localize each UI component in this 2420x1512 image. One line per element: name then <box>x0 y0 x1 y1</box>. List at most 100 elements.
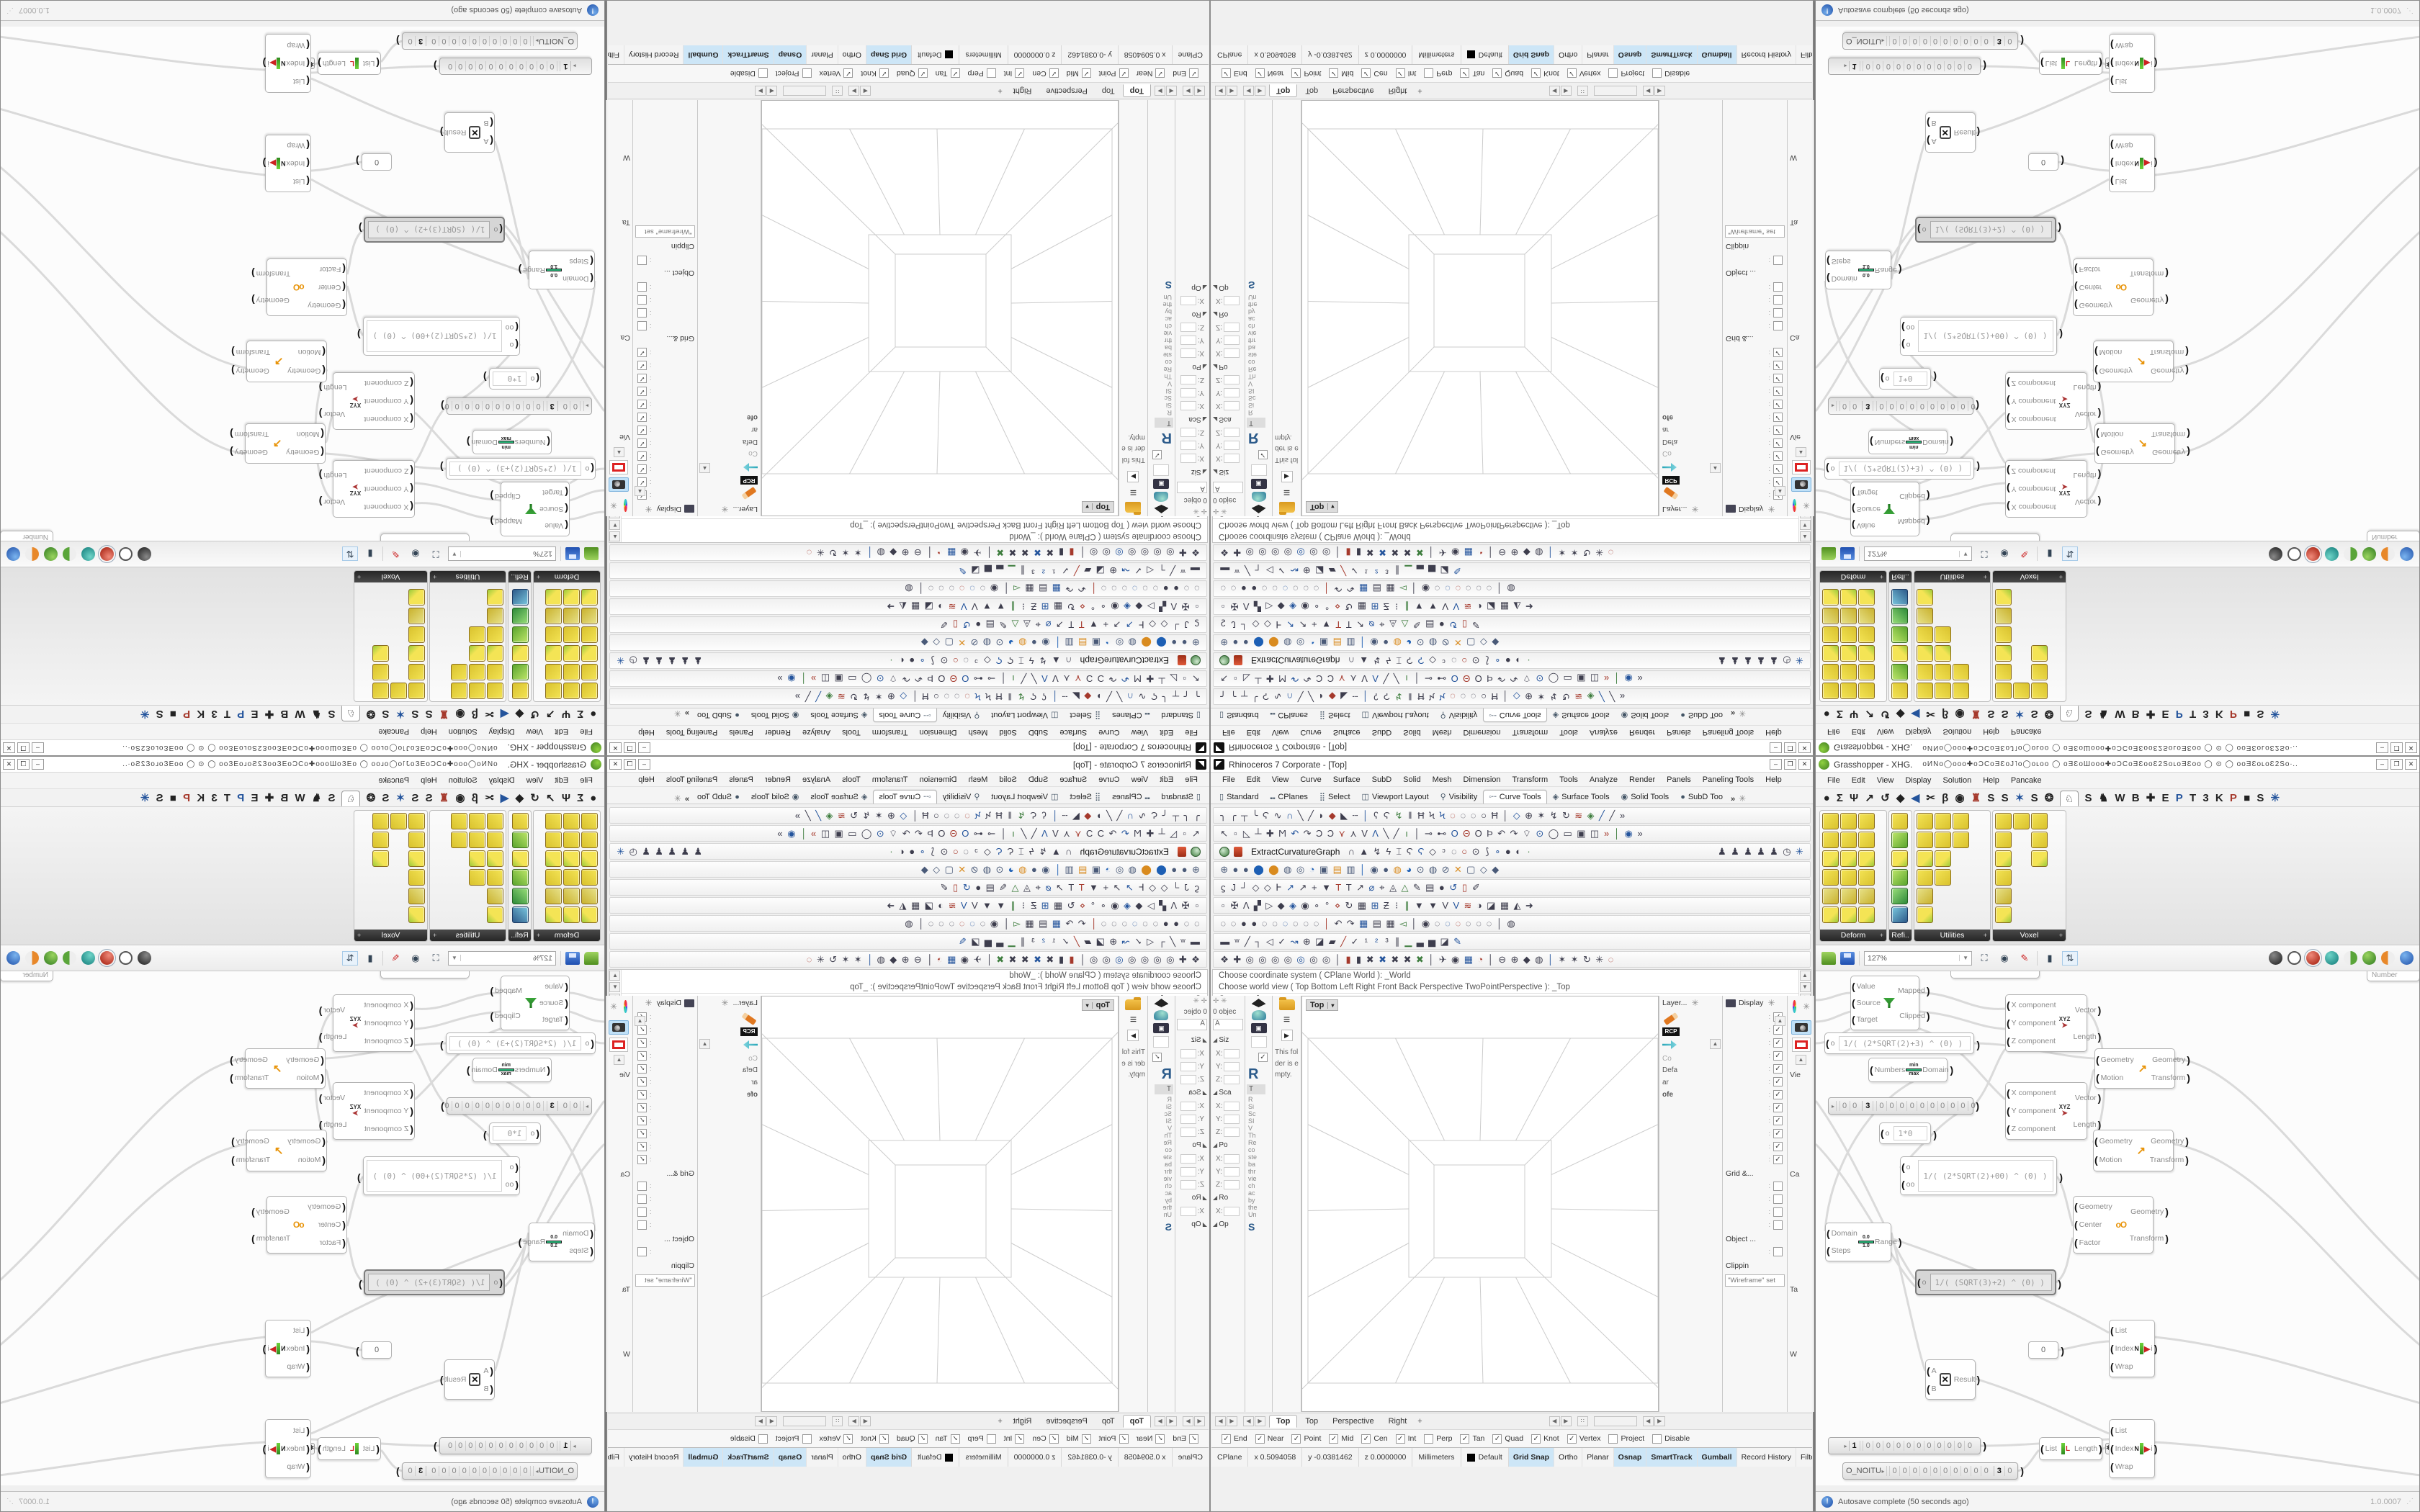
toolbar-icon[interactable]: 0 <box>1971 1466 1981 1476</box>
toolbar-icon[interactable]: ♟ <box>668 845 676 857</box>
tab-kangaroo-active[interactable]: ♘ <box>341 791 361 806</box>
toolbar-icon[interactable]: ▫ <box>1234 673 1237 685</box>
toggle-gumball[interactable]: Gumball <box>683 45 723 64</box>
toolbar-icon[interactable]: ↺ <box>1881 708 1890 720</box>
toolbar-icon[interactable]: Ϛ <box>1029 809 1037 821</box>
expand-icon[interactable]: + <box>357 573 362 580</box>
toolbar-icon[interactable]: ◇ <box>1479 637 1487 649</box>
toolbar-icon[interactable]: ▤ <box>1332 863 1342 875</box>
scroll-up-icon[interactable]: ▲ <box>1710 1039 1721 1049</box>
toolbar-icon[interactable]: ▮ <box>1059 547 1065 559</box>
expression-text[interactable]: 1/( (2*SQRT(2)+3) ^ (0) ) <box>449 462 582 476</box>
toolbar-icon[interactable]: ♜ <box>1971 792 1981 804</box>
toolbar-icon[interactable]: β <box>1942 708 1949 720</box>
toolbar-icon[interactable]: 0 <box>1919 36 1930 46</box>
toolbar-icon[interactable]: │ <box>1000 827 1006 839</box>
component-icon[interactable] <box>2031 645 2048 662</box>
toolbar-icon[interactable]: ╲ <box>1383 827 1389 839</box>
display-option-checkbox[interactable] <box>637 1115 647 1125</box>
checkbox[interactable] <box>1608 1434 1618 1444</box>
toolbar-icon[interactable]: ✖ <box>996 547 1005 559</box>
toolbar-icon[interactable]: ▦ <box>947 547 956 559</box>
toggle-osnap[interactable]: Osnap <box>1613 45 1647 64</box>
toolbar-icon[interactable]: ✎ <box>958 565 967 577</box>
toolbar-icon[interactable]: ◎ <box>1296 637 1305 649</box>
toolbar-icon[interactable]: ● <box>1173 917 1179 929</box>
menu-help[interactable]: Help <box>638 728 655 737</box>
gear-icon[interactable]: ✳ <box>1739 708 1747 719</box>
checkbox[interactable] <box>1222 1434 1231 1444</box>
close-button[interactable]: ✕ <box>609 759 622 770</box>
toolbar-icon[interactable]: ✎ <box>1412 881 1421 893</box>
toolbar-icon[interactable]: ✕ <box>1453 637 1462 649</box>
section-options[interactable]: Op <box>1211 282 1245 296</box>
toolbar-icon[interactable]: ◌ <box>1193 917 1200 929</box>
component-icon[interactable] <box>487 832 503 848</box>
toolbar-icon[interactable]: ♜ <box>439 792 449 804</box>
toolbar-icon[interactable]: Ƶ <box>1383 601 1389 613</box>
toolbar-icon[interactable]: ● <box>1242 863 1249 875</box>
toolbar-icon[interactable]: ✓ <box>1134 565 1142 577</box>
toolbar-icon[interactable]: ⬤ <box>1268 637 1279 649</box>
toolbar-icon[interactable]: B <box>2131 792 2140 804</box>
toolbar-icon[interactable]: 0 <box>1968 1101 1978 1111</box>
component-icon[interactable] <box>1995 664 2012 680</box>
toolbar-icon[interactable]: Ј <box>1184 619 1189 631</box>
display-mode-icon[interactable] <box>63 951 76 965</box>
toolbar-icon[interactable]: ✎ <box>999 619 1008 631</box>
toolbar-icon[interactable]: ǁ <box>1008 691 1012 703</box>
toolbar-icon[interactable]: ⋎ <box>1338 827 1345 839</box>
toolbar-icon[interactable]: ⊘ <box>1441 637 1450 649</box>
toolbar-icon[interactable]: ● <box>1251 917 1258 929</box>
toolbar-icon[interactable]: ⊕ <box>1510 547 1519 559</box>
toolbar-icon[interactable]: 0 <box>516 1441 527 1451</box>
component-icon[interactable] <box>1858 626 1875 643</box>
toolbar-icon[interactable]: ╱ <box>1245 935 1250 947</box>
tab-scroll-right-icon[interactable]: ▶ <box>1155 86 1165 96</box>
osnap-perp[interactable]: Perp <box>968 68 996 78</box>
gh-component-multiplication[interactable]: A B ✕ Result <box>444 112 495 153</box>
toolbar-icon[interactable]: 0 <box>1937 1101 1948 1111</box>
toolbar-icon[interactable]: 0 <box>1876 401 1887 411</box>
component-icon[interactable] <box>408 813 425 829</box>
close-button[interactable]: ✕ <box>609 742 622 753</box>
toolbar-icon[interactable]: ↝ <box>1290 565 1299 577</box>
menu-file[interactable]: File <box>1222 728 1235 737</box>
toolbar-icon[interactable]: ⊕ <box>1220 863 1229 875</box>
toolbar-icon[interactable]: ◁ <box>1265 565 1273 577</box>
toolbar-icon[interactable]: ◬ <box>1023 881 1031 893</box>
toolbar-icon[interactable]: ❖ <box>1220 953 1229 965</box>
toolbar-row-render-tools[interactable]: ⊕●●⬤⬤◍◎◔▣▤▥│◉●◍◕⊙◍⊘✕▢◇◆ <box>1213 634 1811 651</box>
toolbar-icon[interactable]: 0 <box>470 1466 480 1476</box>
port-target[interactable]: Target <box>1852 487 1881 498</box>
gear-icon[interactable]: ✳ <box>1767 504 1775 514</box>
component-icon[interactable] <box>1822 832 1839 848</box>
surface-icon[interactable] <box>1154 1010 1169 1020</box>
status-cplane[interactable]: CPlane <box>1211 1448 1249 1467</box>
component-icon[interactable] <box>1891 869 1908 886</box>
expression-text[interactable]: 1/( (SQRT(3)+2) ^ (0) ) <box>368 221 490 238</box>
toolbar-icon[interactable]: 0 <box>1899 36 1910 46</box>
component-icon[interactable] <box>545 832 562 848</box>
toolbar-icon[interactable]: ✚ <box>1233 953 1242 965</box>
tab-curve-tools[interactable]: ◦┄ Curve Tools <box>1483 708 1547 722</box>
toolbar-icon[interactable]: ✈ <box>973 953 982 965</box>
toolbar-icon[interactable]: V <box>1442 899 1449 911</box>
x-field[interactable] <box>1224 1102 1240 1111</box>
toolbar-icon[interactable]: Ϛ <box>1383 809 1391 821</box>
viewport-tab-perspective[interactable]: Perspective <box>1046 86 1088 95</box>
toolbar-icon[interactable]: ◇ <box>1263 619 1271 631</box>
gh-component-scale[interactable]: Geometry Center Factor oO Geometry Trans… <box>2073 1196 2164 1254</box>
toolbar-row[interactable]: ◌◌●●◌◌◌◌◌◌│↶↷▦▤▦◅│◉◌◌◌◌◌◌│◍ <box>609 580 1207 597</box>
toolbar-icon[interactable]: ▣ <box>1091 863 1101 875</box>
checkbox[interactable] <box>879 1434 889 1444</box>
toolbar-icon[interactable]: ⬤ <box>1156 637 1167 649</box>
toolbar-icon[interactable]: ◌ <box>1193 583 1200 595</box>
toolbar-icon[interactable]: ⊸ <box>987 673 996 685</box>
component-icon[interactable] <box>1822 589 1839 606</box>
menu-help[interactable]: Help <box>1765 775 1782 784</box>
toolbar-icon[interactable]: » <box>810 827 817 839</box>
toolbar-icon[interactable]: ✕ <box>1453 863 1462 875</box>
toolbar-icon[interactable]: ◌ <box>1111 917 1117 929</box>
